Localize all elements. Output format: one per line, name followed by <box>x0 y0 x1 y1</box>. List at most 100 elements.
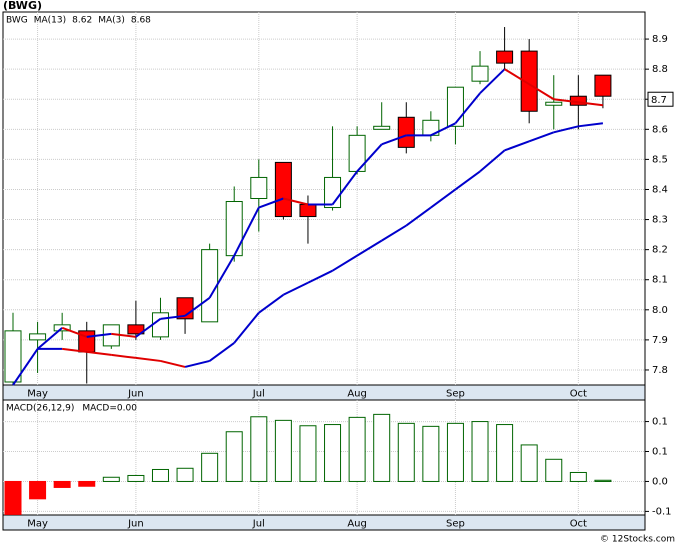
y-tick-label: 8.9 <box>652 34 668 45</box>
ma-segment <box>479 149 506 173</box>
y-tick-label: 0.1 <box>652 447 668 458</box>
ma-segment <box>233 207 260 257</box>
candle-body <box>250 176 268 199</box>
y-tick-label: 8.8 <box>652 64 668 75</box>
x-tick-label: May <box>27 519 48 530</box>
ma-segment <box>553 125 579 134</box>
candle-body <box>446 86 464 127</box>
ma-segment <box>12 348 39 386</box>
candle-body <box>545 101 563 106</box>
macd-bar <box>225 431 243 482</box>
macd-bar <box>4 480 22 515</box>
x-tick-label: Oct <box>570 519 587 530</box>
ma-segment <box>381 224 407 242</box>
ma-segment <box>479 68 506 94</box>
x-axis-band <box>2 514 646 531</box>
candle-body <box>29 333 47 341</box>
ma-segment <box>62 347 87 353</box>
x-tick-label: Jul <box>252 519 265 530</box>
candle-body <box>373 125 391 130</box>
price-tag: 8.7 <box>651 95 667 106</box>
y-tick-label: -0.1 <box>652 506 672 517</box>
ma-segment <box>430 188 457 209</box>
y-tick-label: 8.1 <box>652 275 668 286</box>
y-tick-label: 0.1 <box>652 417 668 428</box>
ma-segment <box>233 312 260 344</box>
candle-body <box>397 116 415 148</box>
footer: © 12Stocks.com <box>600 535 675 545</box>
chart-title: (BWG) <box>3 0 42 12</box>
candle-body <box>496 50 514 64</box>
macd-bar <box>250 416 268 482</box>
macd-bar <box>446 422 464 482</box>
macd-bar <box>201 452 219 482</box>
x-tick-label: Sep <box>446 389 465 400</box>
y-tick-label: 8.5 <box>652 154 668 165</box>
candle-body <box>299 204 317 218</box>
ma-segment <box>332 254 358 272</box>
x-tick-label: Jun <box>127 389 144 400</box>
ma-segment <box>307 269 333 284</box>
macd-bar <box>569 471 587 482</box>
ma-segment <box>135 356 161 362</box>
ma-segment <box>209 342 235 362</box>
ma-segment <box>430 122 456 137</box>
macd-bar <box>594 479 612 482</box>
ma-segment <box>86 332 112 338</box>
panel-title: MACD(26,12,9) <box>6 404 74 414</box>
macd-bar <box>520 444 538 482</box>
ma-segment <box>528 131 555 143</box>
candle-body <box>225 201 243 257</box>
ma-segment <box>405 206 432 227</box>
x-axis-band <box>2 384 646 401</box>
macd-bar <box>373 413 391 482</box>
macd-bar <box>324 424 342 482</box>
candle-body <box>201 249 219 323</box>
ma-segment <box>135 318 162 338</box>
y-tick-label: 0.0 <box>652 476 668 487</box>
ma-segment <box>184 296 211 317</box>
legend-text: 8.68 <box>131 16 151 26</box>
x-tick-label: Sep <box>446 519 465 530</box>
ma-segment <box>111 332 137 338</box>
ma-segment <box>356 239 383 257</box>
macd-bar <box>53 480 71 488</box>
y-tick-label: 8.2 <box>652 245 668 256</box>
ma-segment <box>454 170 481 191</box>
candle-body <box>520 50 538 112</box>
macd-bar <box>422 425 440 482</box>
x-tick-label: May <box>27 389 48 400</box>
macd-bar <box>545 458 563 482</box>
ma-segment <box>111 353 137 359</box>
macd-bar <box>299 425 317 482</box>
y-tick-label: 7.8 <box>652 365 668 376</box>
y-tick-label: 7.9 <box>652 335 668 346</box>
ma-segment <box>61 326 88 338</box>
x-tick-label: Jun <box>127 519 144 530</box>
y-tick-label: 8.0 <box>652 305 668 316</box>
macd-bar <box>471 421 489 482</box>
ma-segment <box>578 122 604 128</box>
plot-area <box>2 11 646 386</box>
legend-text: MA(13) <box>34 16 66 26</box>
ma-segment <box>504 140 530 152</box>
ma-segment <box>184 359 210 368</box>
macd-bar <box>274 419 292 482</box>
candle-body <box>274 161 292 218</box>
macd-bar <box>176 467 194 482</box>
ma-segment <box>381 134 407 146</box>
ma-segment <box>356 143 383 173</box>
macd-bar <box>496 424 514 482</box>
legend-text: BWG <box>6 16 28 26</box>
macd-bar <box>29 480 47 500</box>
macd-bar <box>102 476 120 482</box>
y-tick-label: 8.6 <box>652 124 668 135</box>
candle-body <box>151 312 169 338</box>
ma-segment <box>528 83 555 101</box>
ma-segment <box>331 170 358 206</box>
x-tick-label: Jul <box>252 389 265 400</box>
candle-body <box>127 324 145 335</box>
x-tick-label: Aug <box>347 519 367 530</box>
price-tag-box <box>647 91 674 107</box>
